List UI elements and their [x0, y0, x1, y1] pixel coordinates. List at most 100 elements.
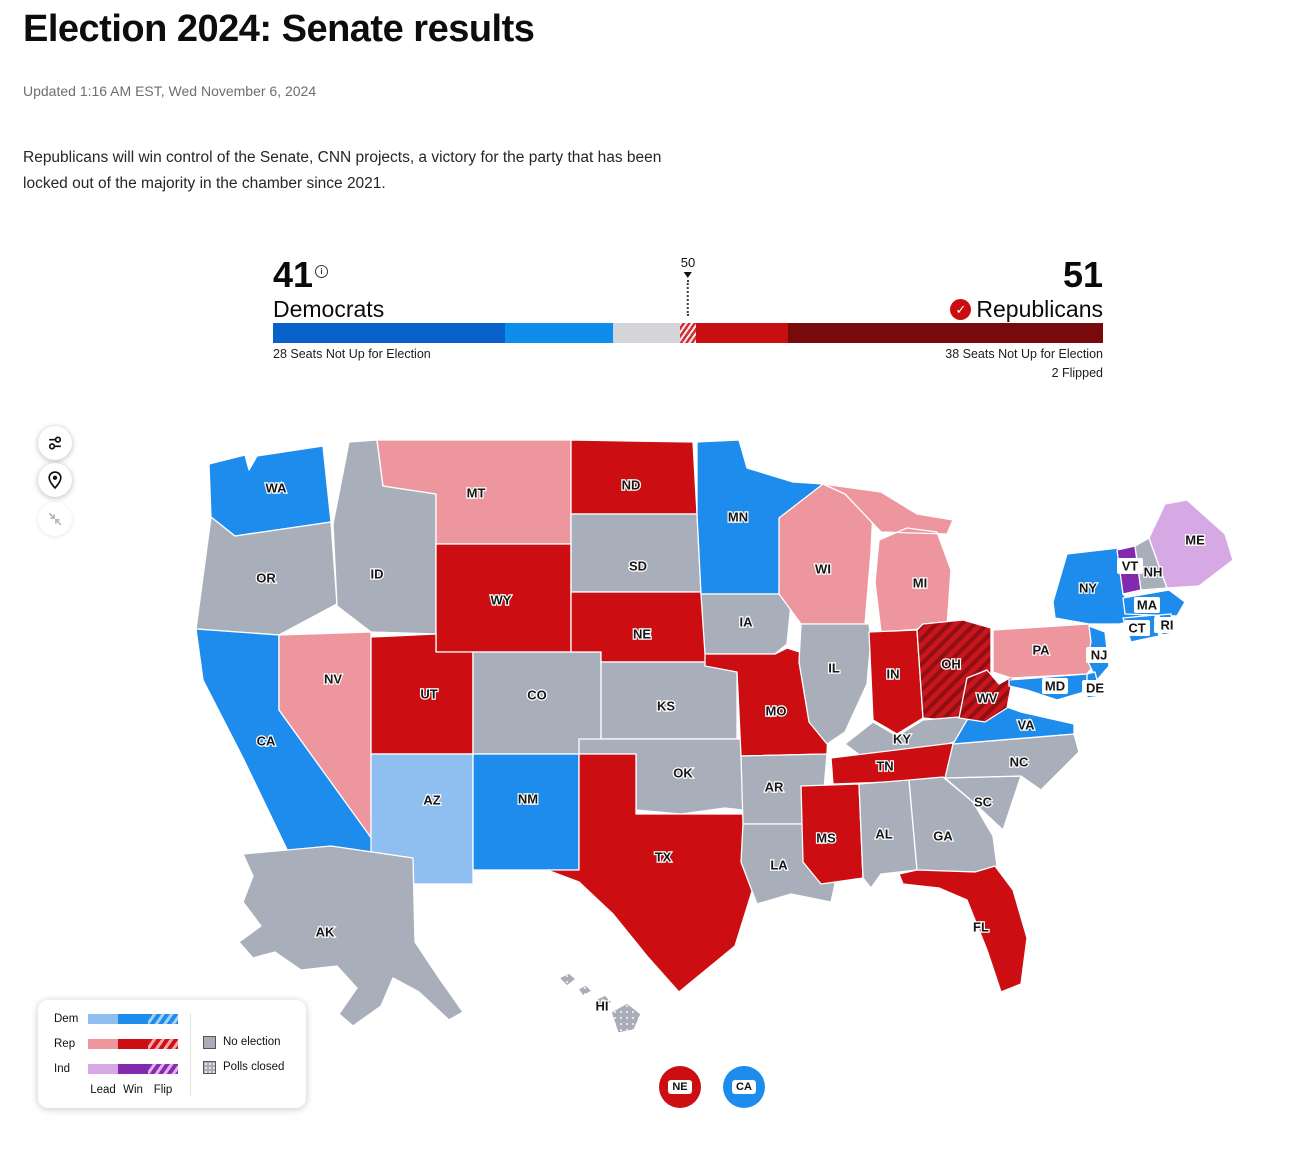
svg-text:CA: CA	[257, 734, 276, 749]
svg-text:SC: SC	[974, 795, 993, 810]
state-FL[interactable]	[898, 865, 1028, 993]
dem-total: 41 i	[273, 257, 384, 293]
overlay-badge-NE[interactable]: NE	[659, 1066, 701, 1109]
svg-text:NC: NC	[1010, 755, 1029, 770]
state-label-NH: NH	[1142, 563, 1163, 580]
filters-button[interactable]	[38, 426, 72, 461]
legend-swatch-rep-flip	[148, 1039, 178, 1050]
svg-text:AL: AL	[875, 827, 892, 842]
state-HI[interactable]	[558, 972, 642, 1034]
legend-swatch-ind-flip	[148, 1064, 178, 1075]
state-label-CT: CT	[1124, 619, 1150, 637]
state-label-IN: IN	[885, 665, 900, 682]
svg-text:KY: KY	[893, 732, 911, 747]
dem-label: Democrats	[273, 296, 385, 323]
dem-caption: 28 Seats Not Up for Election	[273, 347, 431, 362]
state-label-WI: WI	[814, 560, 832, 577]
rep-caption: 38 Seats Not Up for Election	[945, 347, 1103, 362]
state-IL[interactable]	[798, 623, 872, 745]
state-label-VA: VA	[1016, 716, 1036, 733]
svg-text:ME: ME	[1185, 533, 1205, 548]
state-MS[interactable]	[800, 783, 864, 885]
svg-text:HI: HI	[596, 999, 609, 1014]
overlay-badge-CA[interactable]: CA	[723, 1066, 765, 1109]
info-icon[interactable]: i	[315, 265, 329, 279]
svg-text:NM: NM	[518, 792, 538, 807]
svg-text:WI: WI	[815, 562, 831, 577]
rep-label: Republicans	[950, 296, 1103, 323]
summary-text: Republicans will win control of the Sena…	[23, 149, 662, 193]
state-label-ND: ND	[620, 476, 641, 493]
legend-row-label: Dem	[54, 1013, 79, 1026]
state-label-CA: CA	[255, 732, 277, 749]
balance-of-power: 41i Democrats 51 Republicans 50 28 Seats…	[273, 255, 1104, 380]
state-label-OH: OH	[940, 655, 962, 672]
legend-row-label: Rep	[54, 1038, 76, 1051]
article: Election 2024: Senate results Updated 1:…	[0, 0, 1301, 380]
location-button[interactable]	[38, 463, 72, 498]
no-election-swatch	[203, 1035, 216, 1049]
checkmark-icon	[950, 299, 972, 321]
svg-text:MI: MI	[913, 576, 927, 591]
state-label-MS: MS	[815, 829, 837, 846]
svg-text:IA: IA	[740, 615, 754, 630]
state-ME[interactable]	[1148, 499, 1234, 589]
svg-text:NY: NY	[1079, 581, 1097, 596]
legend-swatch-ind-lead	[88, 1064, 118, 1075]
state-label-TN: TN	[875, 757, 895, 774]
state-label-NE: NE	[632, 625, 653, 642]
state-AZ[interactable]	[370, 753, 474, 885]
state-SD[interactable]	[570, 513, 702, 593]
marker-arrow-icon	[684, 272, 692, 279]
map-legend: Dem Rep Ind Lead Win Flip No election Poll…	[38, 1000, 306, 1109]
location-pin-icon	[48, 471, 62, 490]
svg-text:FL: FL	[973, 920, 989, 935]
state-label-NV: NV	[323, 670, 344, 687]
svg-text:TN: TN	[876, 759, 893, 774]
state-label-ME: ME	[1184, 531, 1206, 548]
state-label-LA: LA	[769, 856, 789, 873]
state-label-WA: WA	[264, 479, 288, 496]
state-IN[interactable]	[868, 629, 924, 735]
state-label-OK: OK	[672, 764, 695, 781]
svg-text:SD: SD	[629, 559, 647, 574]
legend-swatch-dem-lead	[88, 1014, 118, 1025]
state-label-RI: RI	[1154, 616, 1180, 634]
collapse-button[interactable]	[38, 502, 72, 537]
filters-icon	[48, 436, 62, 450]
state-TX[interactable]	[546, 753, 772, 993]
state-label-MD: MD	[1042, 677, 1068, 695]
majority-label: 50	[680, 255, 696, 271]
svg-text:OH: OH	[941, 657, 961, 672]
page-title: Election 2024: Senate results	[23, 8, 535, 50]
state-label-PA: PA	[1031, 641, 1051, 658]
state-label-KS: KS	[656, 697, 677, 714]
svg-text:AR: AR	[765, 780, 784, 795]
svg-text:OK: OK	[673, 766, 693, 781]
state-AK[interactable]	[238, 845, 464, 1027]
bar-segment-dem-not-up	[273, 323, 506, 344]
state-label-WY: WY	[489, 591, 513, 608]
legend-col-win: Win	[123, 1084, 143, 1097]
svg-text:MT: MT	[467, 486, 486, 501]
svg-text:TX: TX	[655, 850, 672, 865]
legend-row-label: Ind	[54, 1063, 70, 1076]
state-label-ID: ID	[369, 565, 384, 582]
state-label-FL: FL	[972, 918, 990, 935]
svg-text:NJ: NJ	[1091, 648, 1108, 663]
state-label-NM: NM	[517, 790, 540, 807]
state-label-NJ: NJ	[1086, 646, 1112, 664]
legend-row-rep: Rep	[54, 1038, 178, 1050]
legend-polls-closed: Polls closed	[203, 1060, 284, 1074]
state-WV[interactable]	[958, 669, 1014, 723]
state-NM[interactable]	[472, 753, 580, 871]
legend-col-flip: Flip	[153, 1084, 173, 1097]
state-label-VT: VT	[1117, 557, 1143, 575]
state-MI[interactable]	[822, 483, 954, 633]
overlay-badge-label: CA	[732, 1080, 756, 1095]
legend-no-election: No election	[203, 1035, 284, 1049]
bar-segment-rep-not-up	[787, 323, 1104, 344]
state-KS[interactable]	[600, 661, 738, 740]
svg-text:MA: MA	[1137, 598, 1158, 613]
bar-segment-rep-flipped	[679, 323, 697, 344]
